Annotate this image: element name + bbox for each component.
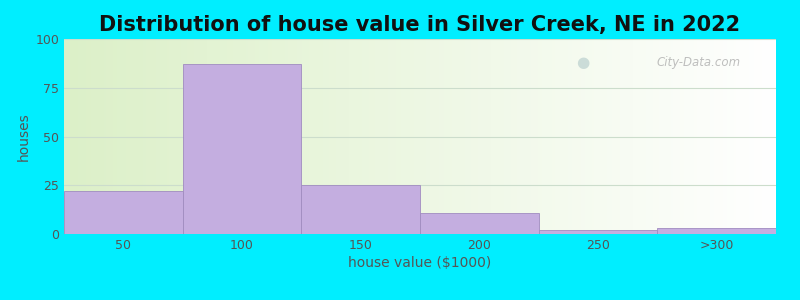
Y-axis label: houses: houses (17, 112, 31, 161)
X-axis label: house value ($1000): house value ($1000) (348, 256, 492, 270)
Bar (658, 228, 776, 234)
Bar (538, 230, 658, 234)
Bar (302, 185, 420, 234)
Bar (64, 191, 182, 234)
Title: Distribution of house value in Silver Creek, NE in 2022: Distribution of house value in Silver Cr… (99, 15, 741, 35)
Bar (420, 212, 538, 234)
Bar (182, 64, 302, 234)
Text: City-Data.com: City-Data.com (656, 56, 741, 69)
Text: ●: ● (577, 55, 590, 70)
